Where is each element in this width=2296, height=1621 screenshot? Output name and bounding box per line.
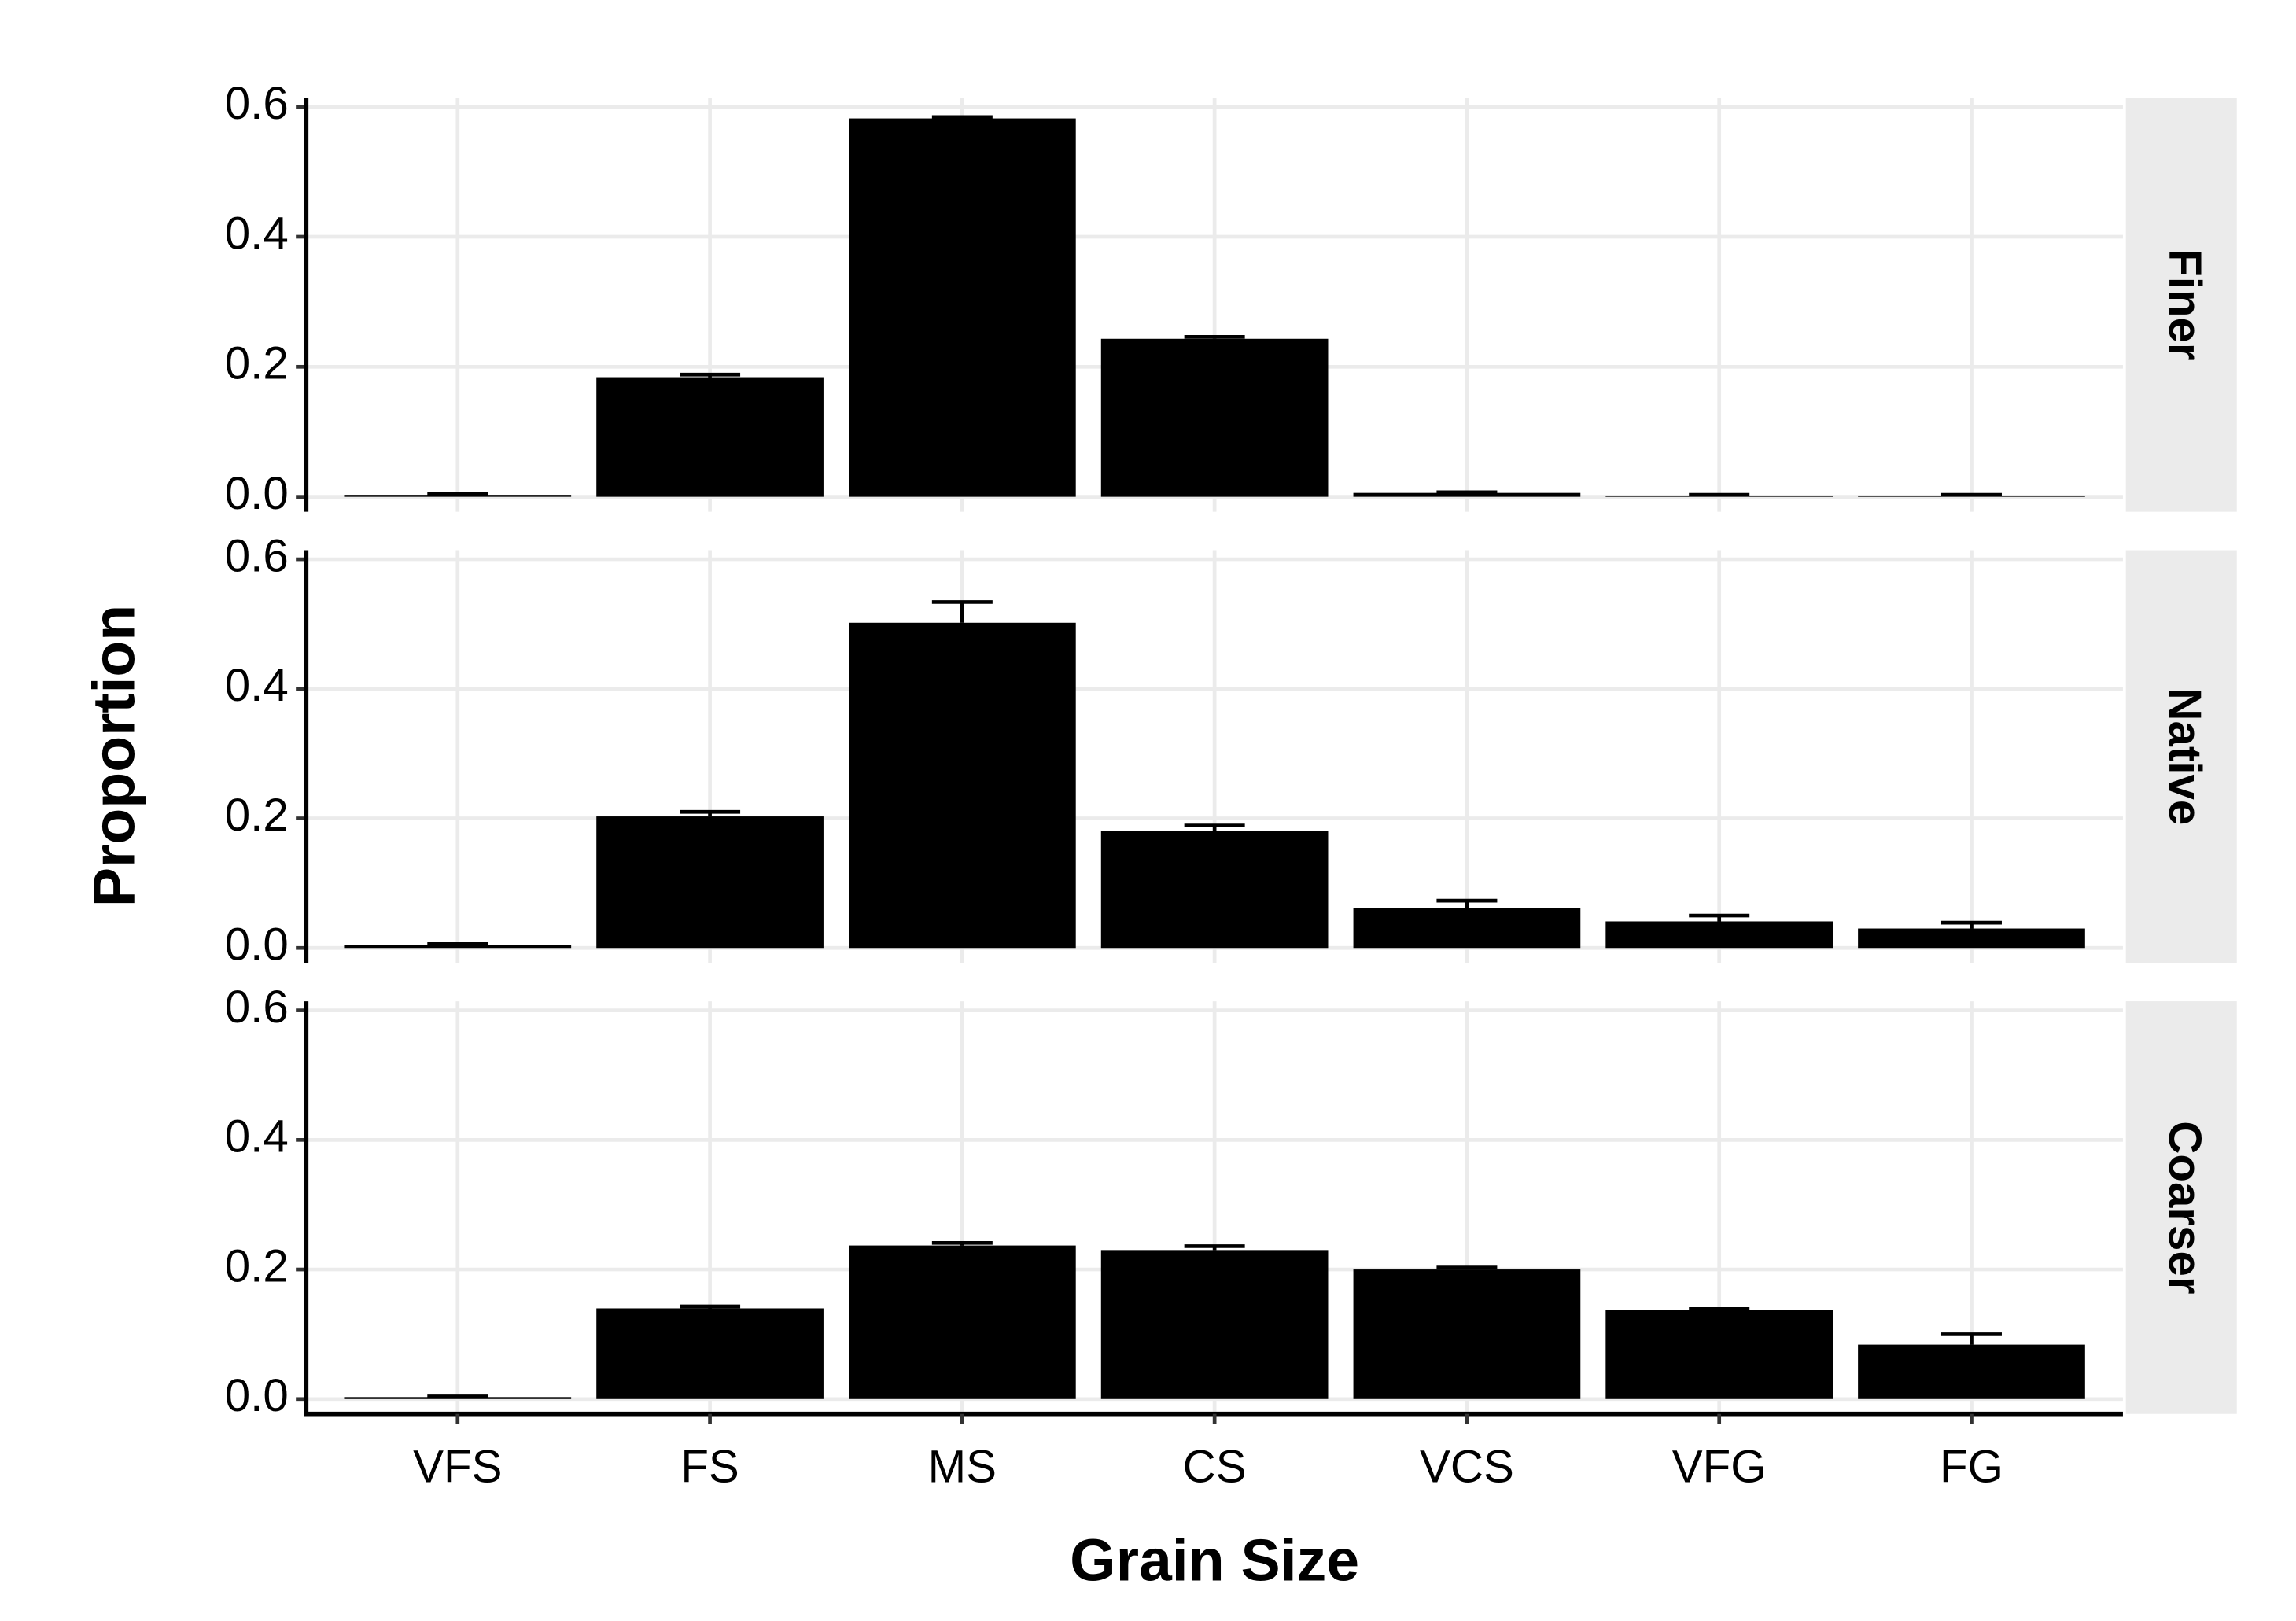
error-bar <box>931 1240 993 1246</box>
error-bar <box>1184 334 1245 339</box>
x-tick-label: FS <box>680 1442 739 1493</box>
y-tick-label: 0.6 <box>225 982 289 1033</box>
y-tick-label: 0.2 <box>225 790 289 841</box>
error-bar <box>1940 920 2002 929</box>
bar <box>1605 921 1833 949</box>
error-bar <box>680 1304 741 1309</box>
error-bar <box>427 941 488 946</box>
x-tick-label: MS <box>928 1442 997 1493</box>
x-tick-label: VFS <box>413 1442 502 1493</box>
error-bar <box>680 809 741 817</box>
error-bar <box>427 492 488 496</box>
error-bar <box>931 115 993 120</box>
error-bar <box>1940 492 2002 497</box>
bar <box>344 945 572 949</box>
y-tick-label: 0.0 <box>225 1370 289 1421</box>
y-tick-label: 0.4 <box>225 1111 289 1162</box>
error-bar <box>1689 913 1750 922</box>
bar <box>596 1308 824 1399</box>
error-bar <box>1184 823 1245 831</box>
y-tick-label: 0.0 <box>225 919 289 971</box>
bar <box>1858 1344 2085 1399</box>
strip-label: Finer <box>2159 249 2210 360</box>
y-axis-title: Proportion <box>80 605 146 907</box>
y-tick-label: 0.6 <box>225 78 289 129</box>
strip-label: Coarser <box>2159 1121 2210 1294</box>
bar <box>849 118 1076 497</box>
bar <box>1353 1269 1581 1399</box>
bar <box>849 1245 1076 1399</box>
x-tick-label: VFG <box>1672 1442 1767 1493</box>
bar <box>596 816 824 949</box>
y-tick-label: 0.4 <box>225 208 289 259</box>
y-tick-label: 0.0 <box>225 468 289 519</box>
bar <box>1100 831 1329 949</box>
x-tick-label: FG <box>1940 1442 2003 1493</box>
strip-background <box>2125 98 2237 512</box>
y-tick-label: 0.2 <box>225 338 289 389</box>
error-bar <box>1436 1265 1498 1270</box>
y-tick-label: 0.6 <box>225 530 289 581</box>
error-bar <box>1940 1332 2002 1345</box>
bar <box>1353 492 1581 497</box>
bar <box>1100 338 1329 497</box>
error-bar <box>1689 492 1750 497</box>
bar <box>1858 928 2085 949</box>
error-bar <box>931 600 993 623</box>
y-tick-label: 0.2 <box>225 1240 289 1291</box>
bar <box>1353 908 1581 949</box>
bar <box>1605 1310 1833 1399</box>
x-axis-title: Grain Size <box>1070 1527 1359 1593</box>
strip-label: Native <box>2159 687 2210 825</box>
x-tick-label: CS <box>1183 1442 1247 1493</box>
bar <box>849 622 1076 949</box>
error-bar <box>427 1394 488 1398</box>
bar <box>1100 1250 1329 1399</box>
y-tick-label: 0.4 <box>225 660 289 711</box>
error-bar <box>680 372 741 378</box>
error-bar <box>1436 898 1498 908</box>
error-bar <box>1184 1244 1245 1251</box>
error-bar <box>1436 490 1498 495</box>
strip-background <box>2125 550 2237 963</box>
error-bar <box>1689 1306 1750 1311</box>
x-tick-label: VCS <box>1420 1442 1514 1493</box>
strip-background <box>2125 1001 2237 1414</box>
bar <box>596 377 824 497</box>
